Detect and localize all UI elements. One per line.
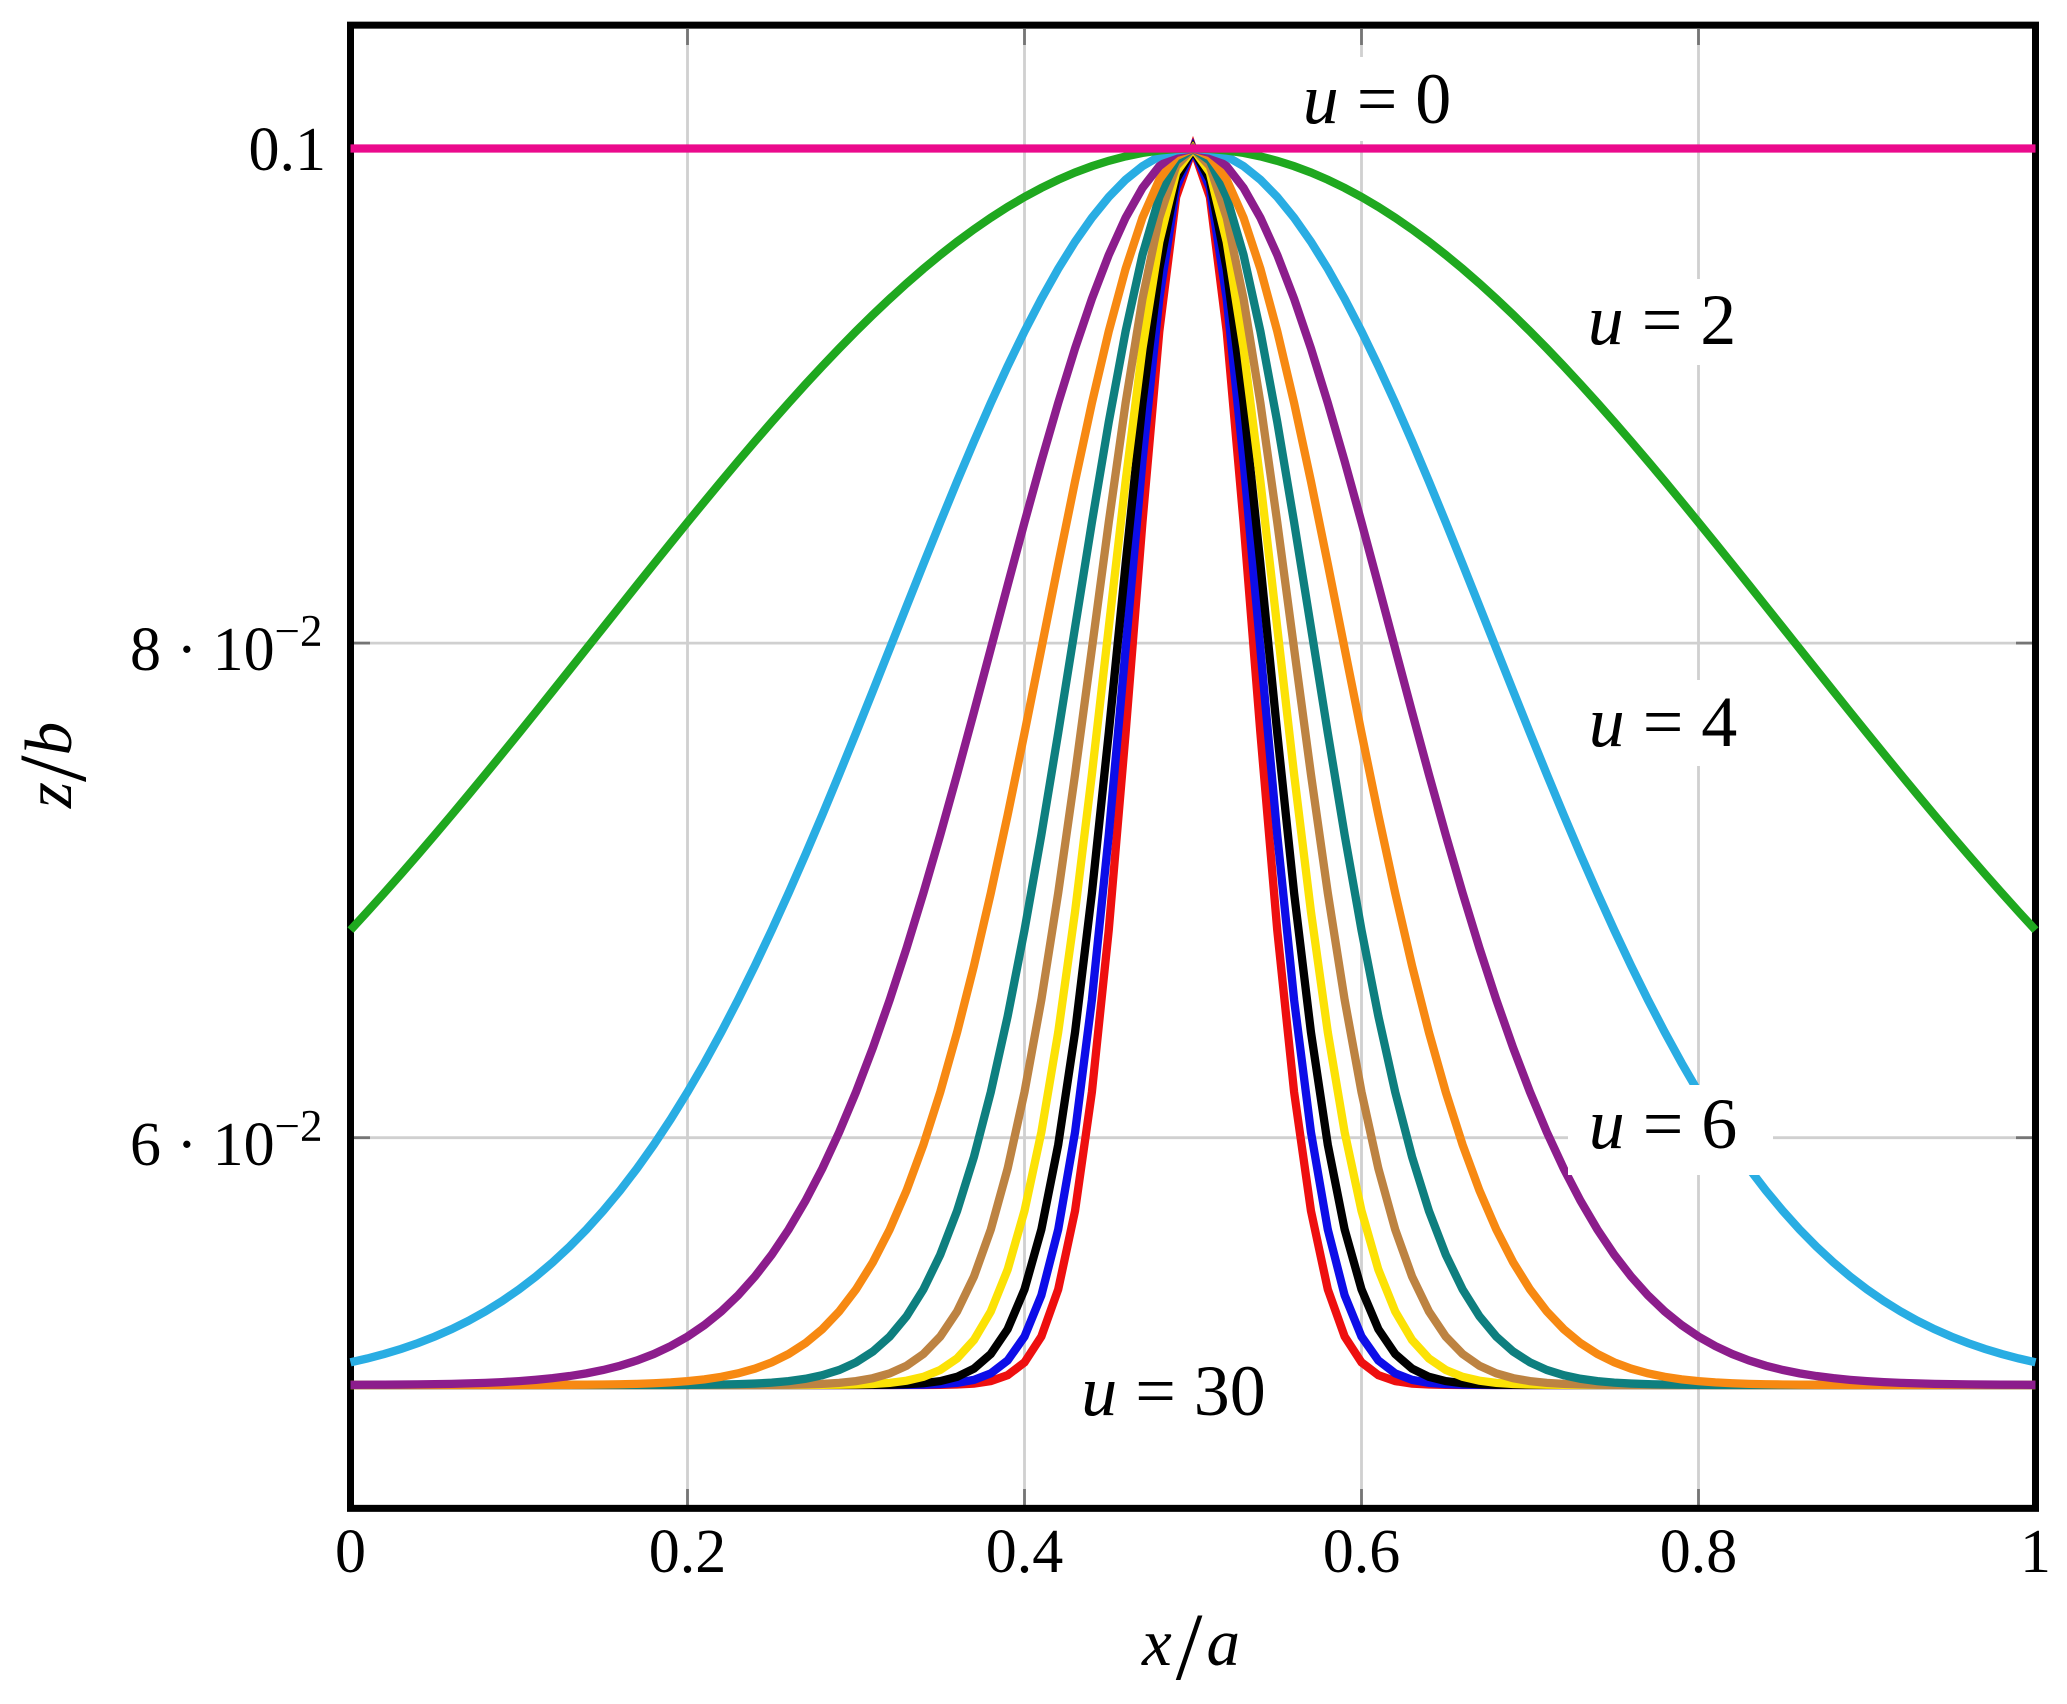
svg-text:1: 1 — [2020, 1518, 2051, 1586]
svg-text:u = 4: u = 4 — [1589, 682, 1738, 762]
svg-text:0.2: 0.2 — [649, 1518, 727, 1586]
svg-text:x/a: x/a — [1141, 1593, 1244, 1699]
svg-text:u = 30: u = 30 — [1081, 1351, 1266, 1431]
svg-text:u = 6: u = 6 — [1589, 1084, 1738, 1164]
svg-text:u = 2: u = 2 — [1588, 280, 1737, 360]
svg-text:0.1: 0.1 — [249, 116, 327, 184]
svg-text:0.4: 0.4 — [986, 1518, 1064, 1586]
svg-text:0: 0 — [335, 1518, 366, 1586]
svg-text:0.6: 0.6 — [1323, 1518, 1401, 1586]
svg-text:0.8: 0.8 — [1660, 1518, 1738, 1586]
svg-text:u = 0: u = 0 — [1303, 59, 1452, 139]
svg-text:6 · 10−2: 6 · 10−2 — [130, 1101, 323, 1179]
svg-text:z/b: z/b — [0, 722, 106, 809]
